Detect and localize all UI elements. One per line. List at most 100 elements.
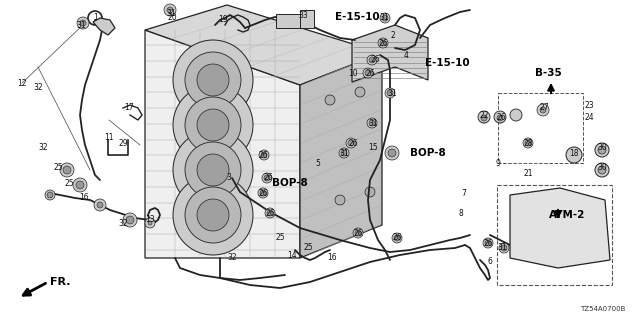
Text: 32: 32 [227, 253, 237, 262]
Text: E-15-10: E-15-10 [425, 58, 470, 68]
Circle shape [494, 111, 506, 123]
Circle shape [60, 163, 74, 177]
Circle shape [173, 40, 253, 120]
Polygon shape [510, 188, 610, 268]
Circle shape [510, 109, 522, 121]
Circle shape [259, 150, 269, 160]
Text: TZ54A0700B: TZ54A0700B [580, 306, 625, 312]
Text: 30: 30 [597, 143, 607, 153]
Circle shape [325, 95, 335, 105]
Circle shape [185, 52, 241, 108]
Text: 26: 26 [496, 114, 506, 123]
Text: 26: 26 [258, 150, 268, 159]
Circle shape [47, 192, 53, 198]
Text: 31: 31 [166, 9, 176, 18]
Text: 26: 26 [483, 238, 493, 247]
Circle shape [365, 187, 375, 197]
Text: 14: 14 [287, 251, 297, 260]
Circle shape [261, 152, 267, 158]
Circle shape [369, 57, 375, 63]
Circle shape [173, 85, 253, 165]
Circle shape [341, 150, 347, 156]
Circle shape [355, 230, 361, 236]
Circle shape [197, 64, 229, 96]
Circle shape [499, 243, 509, 253]
Text: 16: 16 [327, 253, 337, 262]
Circle shape [173, 175, 253, 255]
Circle shape [77, 17, 89, 29]
Circle shape [566, 147, 582, 163]
Circle shape [478, 111, 490, 123]
Circle shape [348, 140, 354, 146]
Text: B-35: B-35 [535, 68, 562, 78]
Circle shape [388, 149, 396, 157]
Text: 26: 26 [392, 234, 402, 243]
Text: 16: 16 [79, 194, 89, 203]
Circle shape [495, 113, 505, 123]
Text: 25: 25 [53, 164, 63, 172]
Circle shape [598, 146, 606, 154]
Circle shape [367, 55, 377, 65]
Text: 20: 20 [167, 13, 177, 22]
Circle shape [598, 166, 606, 174]
Circle shape [385, 146, 399, 160]
Circle shape [265, 208, 275, 218]
Text: 32: 32 [33, 84, 43, 92]
Text: 26: 26 [258, 188, 268, 197]
Circle shape [497, 115, 503, 121]
Circle shape [481, 115, 487, 121]
Circle shape [145, 218, 155, 228]
Polygon shape [145, 30, 300, 258]
Circle shape [595, 143, 609, 157]
Circle shape [367, 118, 377, 128]
Text: 31: 31 [76, 20, 86, 29]
FancyBboxPatch shape [300, 10, 314, 28]
Text: 7: 7 [461, 188, 467, 197]
Circle shape [365, 70, 371, 76]
Text: 19: 19 [218, 15, 228, 25]
Circle shape [80, 20, 86, 26]
Circle shape [267, 210, 273, 216]
Text: 12: 12 [17, 78, 27, 87]
Circle shape [197, 109, 229, 141]
Text: 26: 26 [378, 38, 388, 47]
Text: 26: 26 [370, 55, 380, 65]
Text: 31: 31 [497, 244, 507, 252]
Circle shape [94, 199, 106, 211]
Text: 6: 6 [488, 258, 492, 267]
Circle shape [385, 88, 395, 98]
Circle shape [394, 235, 400, 241]
Circle shape [185, 97, 241, 153]
Text: 32: 32 [38, 143, 48, 153]
FancyBboxPatch shape [276, 14, 302, 28]
Text: 29: 29 [118, 139, 128, 148]
Circle shape [63, 166, 71, 174]
Circle shape [197, 199, 229, 231]
Circle shape [185, 142, 241, 198]
Circle shape [595, 163, 609, 177]
Circle shape [123, 213, 137, 227]
Polygon shape [145, 5, 382, 85]
Circle shape [363, 68, 373, 78]
Text: 32: 32 [118, 219, 128, 228]
Text: 8: 8 [459, 209, 463, 218]
Circle shape [173, 130, 253, 210]
Text: 24: 24 [584, 114, 594, 123]
Circle shape [258, 188, 268, 198]
Text: 31: 31 [387, 89, 397, 98]
Text: 26: 26 [365, 68, 375, 77]
Circle shape [167, 7, 173, 13]
Text: 22: 22 [479, 110, 489, 119]
Circle shape [380, 13, 390, 23]
Circle shape [392, 233, 402, 243]
Text: 25: 25 [303, 244, 313, 252]
Text: FR.: FR. [50, 277, 70, 287]
Polygon shape [93, 18, 115, 35]
Circle shape [148, 221, 152, 225]
Circle shape [378, 38, 388, 48]
Circle shape [485, 240, 491, 246]
Circle shape [264, 175, 270, 181]
Text: 17: 17 [124, 103, 134, 113]
Circle shape [197, 154, 229, 186]
Text: 30: 30 [597, 164, 607, 172]
